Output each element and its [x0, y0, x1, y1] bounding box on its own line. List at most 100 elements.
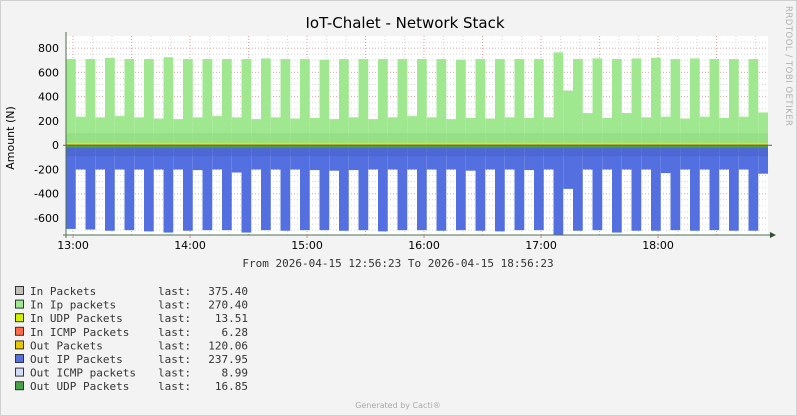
out-ip-packets-bar [426, 145, 437, 170]
out-ip-packets-bar [417, 145, 427, 231]
in-packets-band [612, 133, 622, 146]
out-packets-band [251, 145, 261, 157]
out-packets-band [85, 145, 96, 157]
in-packets-band [280, 133, 291, 146]
out-ip-packets-bar [758, 145, 768, 174]
legend-last-value: 16.85 [215, 380, 248, 393]
in-packets-band [153, 133, 164, 146]
out-packets-band [66, 145, 76, 157]
legend-last-label: last: [158, 380, 191, 393]
in-packets-band [124, 133, 135, 146]
legend-last-label: last: [158, 312, 191, 325]
out-packets-band [729, 145, 739, 157]
in-ip-packets-bar [105, 57, 115, 146]
out-packets-band [348, 145, 359, 157]
out-ip-packets-bar [124, 145, 135, 231]
in-packets-band [709, 133, 720, 146]
out-ip-packets-bar [300, 145, 310, 231]
legend-swatch [15, 286, 24, 295]
out-ip-packets-bar [153, 145, 164, 170]
legend-item: In Ip packets last: 270.40 [15, 299, 248, 312]
out-packets-band [378, 145, 388, 157]
in-ip-packets-bar [729, 59, 739, 146]
in-ip-packets-bar [456, 59, 466, 146]
out-ip-packets-bar [290, 145, 300, 170]
out-ip-packets-bar [660, 145, 671, 174]
out-packets-band [231, 145, 242, 157]
out-ip-packets-bar [729, 145, 739, 231]
out-ip-packets-bar [407, 145, 417, 170]
legend-series-name: In ICMP Packets [30, 326, 129, 339]
y-tick-label: 400 [38, 91, 59, 104]
out-ip-packets-bar [241, 145, 252, 233]
legend-last-value: 13.51 [215, 312, 248, 325]
in-packets-band [300, 133, 310, 146]
out-packets-band [748, 145, 759, 157]
in-packets-band [641, 133, 651, 146]
x-axis-arrow-icon [770, 232, 776, 238]
out-packets-band [270, 145, 281, 157]
legend-last-label: last: [158, 326, 191, 339]
out-packets-band [660, 145, 671, 157]
in-ip-packets-bar [651, 57, 661, 146]
out-ip-packets-bar [602, 145, 612, 170]
in-ip-packets-bar [553, 52, 564, 146]
out-packets-band [495, 145, 505, 157]
in-ip-packets-bar [504, 117, 515, 146]
in-ip-packets-bar [670, 59, 681, 146]
out-packets-band [680, 145, 690, 157]
in-packets-band [719, 133, 729, 146]
out-ip-packets-bar [192, 145, 203, 171]
out-packets-band [124, 145, 135, 157]
out-packets-band [417, 145, 427, 157]
in-packets-band [397, 133, 408, 146]
out-packets-band [543, 145, 554, 157]
in-ip-packets-bar [709, 59, 720, 146]
out-ip-packets-bar [621, 145, 632, 170]
in-packets-band [738, 133, 749, 146]
in-packets-band [699, 133, 710, 146]
out-packets-band [329, 145, 339, 157]
out-packets-band [153, 145, 164, 157]
out-ip-packets-bar [582, 145, 593, 170]
legend-last-label: last: [158, 285, 191, 298]
legend-swatch [15, 299, 24, 309]
out-packets-band [114, 145, 125, 157]
in-packets-band [183, 133, 193, 146]
in-packets-band [251, 133, 261, 146]
in-packets-band [426, 133, 437, 146]
out-ip-packets-bar [202, 145, 213, 231]
legend-last-value: 6.28 [222, 326, 249, 339]
legend-last-value: 375.40 [208, 285, 248, 298]
in-packets-band [114, 133, 125, 146]
in-ip-packets-bar [397, 59, 408, 146]
in-ip-packets-bar [417, 59, 427, 146]
out-packets-band [163, 145, 174, 157]
in-packets-band [387, 133, 398, 146]
in-ip-packets-bar [602, 117, 612, 146]
in-packets-band [563, 133, 573, 146]
time-period: From 2026-04-15 12:56:23 To 2026-04-15 1… [242, 257, 553, 270]
legend-item: Out UDP Packets last: 16.85 [15, 380, 248, 393]
in-ip-packets-bar [95, 117, 105, 146]
out-ip-packets-bar [358, 145, 369, 231]
legend-last-value: 120.06 [208, 339, 248, 352]
out-ip-packets-bar [134, 145, 144, 170]
in-ip-packets-bar [582, 113, 593, 146]
out-ip-packets-bar [436, 145, 447, 231]
out-packets-band [758, 145, 768, 157]
in-packets-band [670, 133, 681, 146]
out-packets-band [426, 145, 437, 157]
out-ip-packets-bar [699, 145, 710, 170]
in-ip-packets-bar [212, 116, 222, 146]
out-ip-packets-bar [534, 145, 544, 231]
in-ip-packets-bar [719, 117, 729, 146]
out-packets-band [582, 145, 593, 157]
legend-swatch [15, 313, 24, 323]
in-packets-band [621, 133, 632, 146]
in-ip-packets-bar [144, 59, 154, 146]
legend-series-name: Out ICMP packets [30, 367, 136, 380]
out-packets-band [134, 145, 144, 157]
in-ip-packets-bar [241, 59, 252, 146]
legend-swatch [15, 340, 24, 350]
